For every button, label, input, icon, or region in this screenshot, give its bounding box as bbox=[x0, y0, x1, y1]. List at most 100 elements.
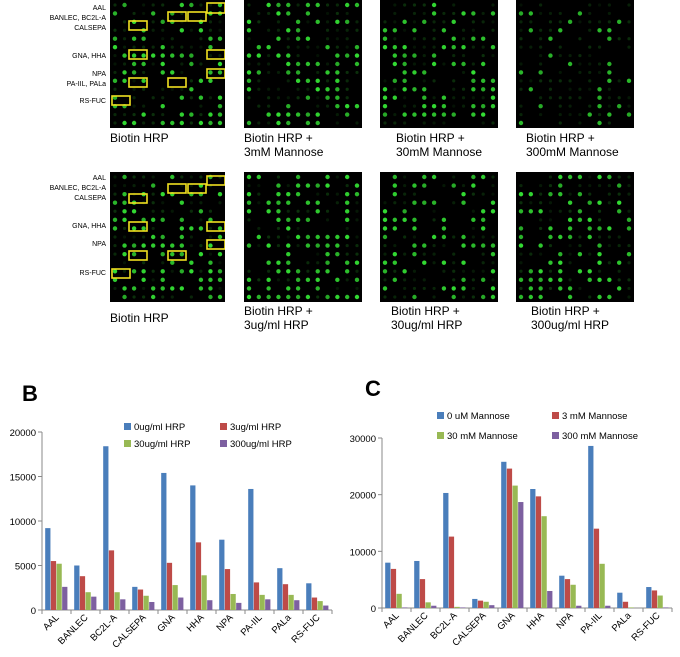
array-spot bbox=[189, 209, 193, 213]
array-spot bbox=[617, 175, 621, 179]
array-spot bbox=[305, 234, 311, 240]
array-spot bbox=[577, 269, 583, 274]
array-spot bbox=[132, 175, 136, 179]
array-spot bbox=[217, 294, 223, 300]
array-spot bbox=[529, 45, 533, 49]
array-spot bbox=[344, 269, 350, 274]
array-spot bbox=[558, 20, 562, 24]
array-spot bbox=[422, 19, 427, 25]
x-tick-label: BANLEC bbox=[56, 612, 91, 647]
bar bbox=[512, 485, 518, 608]
array-spot bbox=[480, 174, 486, 180]
array-spot bbox=[355, 28, 359, 32]
array-spot bbox=[217, 112, 223, 117]
array-spot bbox=[491, 121, 495, 125]
array-background bbox=[244, 0, 362, 128]
bar bbox=[253, 582, 260, 610]
array-spot bbox=[257, 201, 261, 205]
array-spot bbox=[432, 45, 436, 49]
array-spot bbox=[627, 261, 631, 265]
array-spot bbox=[344, 260, 350, 265]
array-spot bbox=[266, 2, 271, 8]
array-spot bbox=[431, 234, 437, 240]
array-spot bbox=[316, 53, 320, 58]
caption-line1: Biotin HRP + bbox=[526, 131, 595, 145]
array-spot bbox=[217, 234, 223, 240]
x-tick-label: AAL bbox=[381, 610, 401, 630]
highlight-box bbox=[128, 20, 148, 31]
array-spot bbox=[256, 70, 262, 75]
array-spot bbox=[246, 191, 252, 197]
array-spot bbox=[452, 53, 456, 58]
array-spot bbox=[403, 3, 407, 7]
legend-swatch bbox=[220, 440, 227, 447]
array-spot bbox=[267, 104, 271, 108]
array-spot bbox=[568, 112, 572, 117]
array-spot bbox=[199, 104, 203, 108]
row-label-banlec: BANLEC, BC2L-A bbox=[49, 185, 106, 192]
array-spot bbox=[402, 217, 407, 223]
array-spot bbox=[354, 2, 360, 8]
array-spot bbox=[189, 112, 194, 117]
array-spot bbox=[276, 11, 281, 16]
array-spot bbox=[568, 261, 572, 265]
array-spot bbox=[335, 11, 339, 16]
array-spot bbox=[305, 120, 311, 126]
array-spot bbox=[607, 70, 612, 75]
y-tick-label: 0 bbox=[371, 604, 376, 615]
array-spot bbox=[588, 28, 592, 32]
array-spot bbox=[246, 286, 252, 291]
array-spot bbox=[305, 61, 311, 67]
array-spot bbox=[461, 286, 466, 291]
array-spot bbox=[451, 294, 456, 300]
array-spot bbox=[558, 79, 562, 83]
array-spot bbox=[539, 28, 543, 32]
array-spot bbox=[199, 112, 203, 117]
array-spot bbox=[383, 278, 387, 282]
array-spot bbox=[422, 79, 426, 83]
array-spot bbox=[471, 278, 475, 282]
array-spot bbox=[161, 28, 165, 32]
array-spot bbox=[122, 20, 127, 24]
array-spot bbox=[538, 269, 543, 274]
array-spot bbox=[286, 45, 290, 49]
array-spot bbox=[597, 243, 602, 248]
array-spot bbox=[345, 96, 349, 100]
array-spot bbox=[218, 20, 222, 24]
array-spot bbox=[607, 36, 612, 41]
array-spot bbox=[597, 260, 602, 265]
y-tick-label: 15000 bbox=[10, 473, 36, 484]
array-spot bbox=[355, 201, 359, 205]
legend-label: 300ug/ml HRP bbox=[230, 439, 292, 450]
array-spot bbox=[296, 87, 300, 91]
array-spot bbox=[257, 104, 261, 108]
array-spot bbox=[627, 3, 631, 7]
highlight-box bbox=[128, 221, 148, 232]
array-spot bbox=[471, 96, 475, 100]
array-spot bbox=[345, 70, 349, 75]
array-spot bbox=[607, 201, 611, 205]
array-spot bbox=[382, 286, 388, 291]
bar bbox=[236, 602, 242, 610]
array-spot bbox=[382, 226, 388, 231]
array-spot bbox=[578, 243, 582, 248]
array-spot bbox=[597, 87, 602, 92]
array-spot bbox=[558, 260, 563, 265]
bar bbox=[143, 595, 149, 610]
array-image bbox=[516, 0, 634, 128]
array-spot bbox=[558, 104, 562, 108]
array-spot bbox=[412, 278, 417, 282]
array-spot bbox=[246, 87, 252, 92]
array-spot bbox=[588, 192, 592, 196]
array-spot bbox=[588, 104, 592, 108]
array-spot bbox=[412, 294, 417, 300]
array-spot bbox=[548, 277, 553, 283]
array-spot bbox=[217, 70, 223, 75]
array-spot bbox=[431, 2, 437, 8]
array-spot bbox=[132, 11, 136, 16]
array-spot bbox=[354, 191, 360, 197]
caption-line1: Biotin HRP bbox=[110, 131, 169, 145]
array-spot bbox=[403, 278, 407, 282]
array-spot bbox=[189, 79, 193, 83]
array-spot bbox=[490, 11, 496, 16]
